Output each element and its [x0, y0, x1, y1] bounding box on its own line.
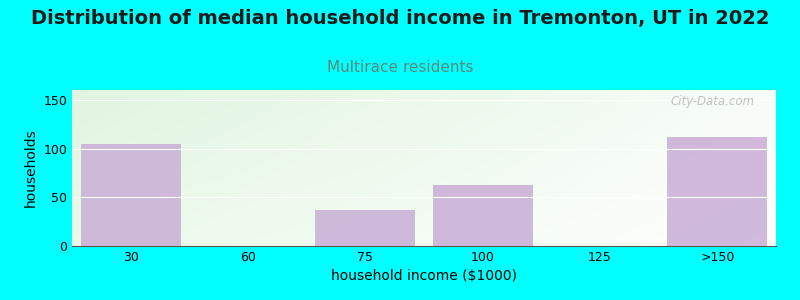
Bar [81, 144, 181, 246]
Text: Multirace residents: Multirace residents [326, 60, 474, 75]
Text: Distribution of median household income in Tremonton, UT in 2022: Distribution of median household income … [30, 9, 770, 28]
X-axis label: household income ($1000): household income ($1000) [331, 269, 517, 284]
Bar [667, 137, 767, 246]
Y-axis label: households: households [24, 129, 38, 207]
Text: City-Data.com: City-Data.com [670, 95, 755, 108]
Bar [433, 184, 533, 246]
Bar [315, 210, 415, 246]
